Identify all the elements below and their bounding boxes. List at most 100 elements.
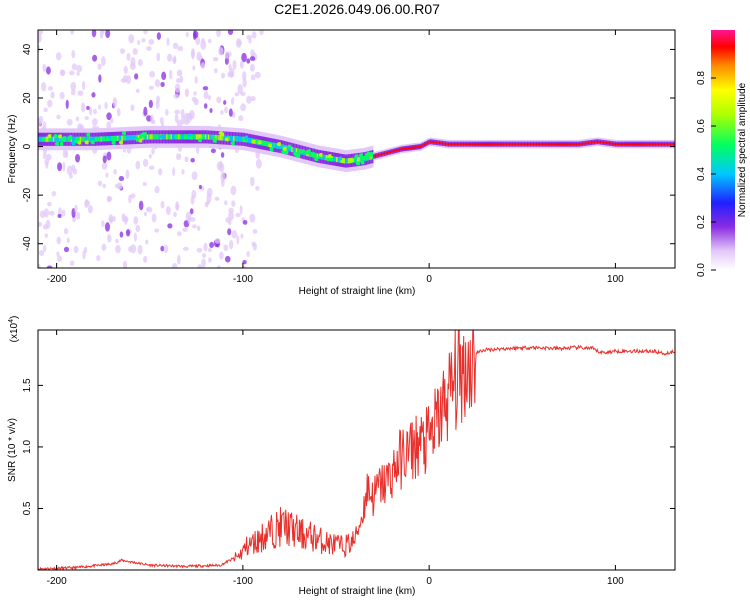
spectrogram-cell-1435 <box>502 143 505 146</box>
spectrogram-cell-712 <box>167 134 170 140</box>
spectrogram-cell-1162 <box>368 154 371 161</box>
spectrogram-x-tick-label-1: -100 <box>233 274 253 285</box>
spectrogram-cell-961 <box>280 144 283 150</box>
spectrogram-cell-148 <box>142 158 149 167</box>
spectrogram-cell-1642 <box>605 141 608 144</box>
spectrogram-cell-333 <box>249 56 256 61</box>
spectrogram-cell-385 <box>81 80 86 91</box>
spectrogram-cell-242 <box>235 212 241 218</box>
spectrogram-cell-451 <box>51 136 54 142</box>
spectrogram-cell-1354 <box>462 143 465 146</box>
spectrogram-cell-1618 <box>593 141 596 144</box>
spectrogram-cell-849 <box>231 135 234 142</box>
spectrogram-cell-210 <box>234 92 240 97</box>
spectrogram-cell-1189 <box>380 153 383 156</box>
spectrogram-cell-310 <box>57 213 62 218</box>
spectrogram-cell-195 <box>228 63 232 71</box>
spectrogram-cell-253 <box>97 180 103 187</box>
spectrogram-cell-1098 <box>337 156 343 161</box>
spectrogram-cell-49 <box>143 30 148 35</box>
spectrogram-cell-535 <box>84 140 90 145</box>
spectrogram-cell-563 <box>99 136 101 142</box>
spectrogram-cell-336 <box>190 158 195 163</box>
spectrogram-cell-350 <box>125 229 131 237</box>
spectrogram-cell-130 <box>203 242 208 252</box>
spectrogram-cell-156 <box>66 237 70 243</box>
spectrogram-cell-132 <box>173 93 180 99</box>
spectrogram-cell-378 <box>119 48 126 55</box>
spectrogram-cell-1753 <box>660 143 663 146</box>
spectrogram-cell-1231 <box>401 147 404 150</box>
spectrogram-cell-368 <box>138 200 144 211</box>
spectrogram-cell-361 <box>148 153 152 159</box>
spectrogram-cell-1312 <box>441 142 444 145</box>
spectrogram-cell-141 <box>56 251 60 257</box>
spectrogram-cell-243 <box>192 65 196 71</box>
spectrogram-cell-890 <box>249 137 252 144</box>
spectrogram-cell-1123 <box>349 158 355 163</box>
spectrogram-cell-321 <box>106 151 112 161</box>
spectrogram-cell-67 <box>195 36 201 46</box>
spectrogram-cell-1558 <box>563 143 566 146</box>
spectrogram-cell-1041 <box>315 153 317 159</box>
spectrogram-cell-596 <box>111 140 117 145</box>
spectrogram-cell-531 <box>85 136 88 142</box>
spectrogram-cell-203 <box>216 265 221 268</box>
spectrogram-cell-370 <box>38 115 44 125</box>
spectrogram-cell-1657 <box>613 142 615 145</box>
spectrogram-cell-1714 <box>641 143 644 146</box>
spectrogram-cell-341 <box>70 30 75 35</box>
spectrogram-cell-116 <box>228 108 233 117</box>
spectrogram-cell-775 <box>197 134 200 140</box>
spectrogram-cell-515 <box>75 136 81 141</box>
snr-series-line <box>38 330 675 570</box>
spectrogram-cell-208 <box>96 255 101 262</box>
spectrogram-cell-964 <box>282 144 285 150</box>
spectrogram-cell-1222 <box>397 149 399 152</box>
spectrogram-cell-288 <box>70 82 77 91</box>
spectrogram-cell-769 <box>194 134 197 140</box>
spectrogram-cell-1567 <box>568 143 571 146</box>
spectrogram-cell-643 <box>136 134 139 141</box>
spectrogram-cell-412 <box>252 242 257 251</box>
spectrogram-cell-76 <box>246 58 251 64</box>
spectrogram-x-tick-label-0: -200 <box>47 274 67 285</box>
spectrogram-cell-142 <box>116 108 121 117</box>
spectrogram-cell-194 <box>209 108 213 113</box>
spectrogram-cell-1663 <box>616 143 618 146</box>
spectrogram-cell-1696 <box>632 143 635 146</box>
spectrogram-cell-1705 <box>637 143 639 146</box>
spectrogram-cell-236 <box>172 42 179 50</box>
spectrogram-cell-1085 <box>334 156 337 162</box>
spectrogram-cell-487 <box>66 136 68 142</box>
spectrogram-cell-403 <box>220 110 224 115</box>
spectrogram-cell-1366 <box>468 143 471 146</box>
spectrogram-cell-435 <box>41 137 47 142</box>
spectrogram-cell-490 <box>67 136 70 142</box>
spectrogram-cell-1480 <box>525 143 527 146</box>
spectrogram-cell-1615 <box>592 141 594 144</box>
spectrogram-cell-327 <box>60 70 65 77</box>
spectrogram-cell-270 <box>113 168 117 175</box>
spectrogram-cell-185 <box>183 246 189 251</box>
spectrogram-cell-103 <box>63 228 69 235</box>
spectrogram-cell-752 <box>187 134 189 140</box>
spectrogram-cell-465 <box>54 141 60 146</box>
spectrogram-cell-324 <box>179 75 184 84</box>
spectrogram-cell-525 <box>82 136 85 142</box>
spectrogram-cell-669 <box>146 134 149 140</box>
snr-scale-close: ) <box>9 316 20 319</box>
spectrogram-cell-332 <box>63 246 70 253</box>
spectrogram-cell-373 <box>91 30 97 38</box>
spectrogram-cell-335 <box>156 95 160 104</box>
spectrogram-cell-320 <box>118 175 125 182</box>
spectrogram-cell-398 <box>83 246 88 254</box>
spectrogram-cell-1186 <box>379 153 381 156</box>
spectrogram-cell-550 <box>90 140 96 145</box>
spectrogram-cell-79 <box>176 153 182 161</box>
spectrogram-cell-1465 <box>517 143 520 146</box>
spectrogram-cell-1573 <box>571 143 574 146</box>
spectrogram-x-tick-label-3: 100 <box>607 274 624 285</box>
spectrogram-cell-257 <box>242 260 247 265</box>
spectrogram-cell-1152 <box>361 155 367 160</box>
